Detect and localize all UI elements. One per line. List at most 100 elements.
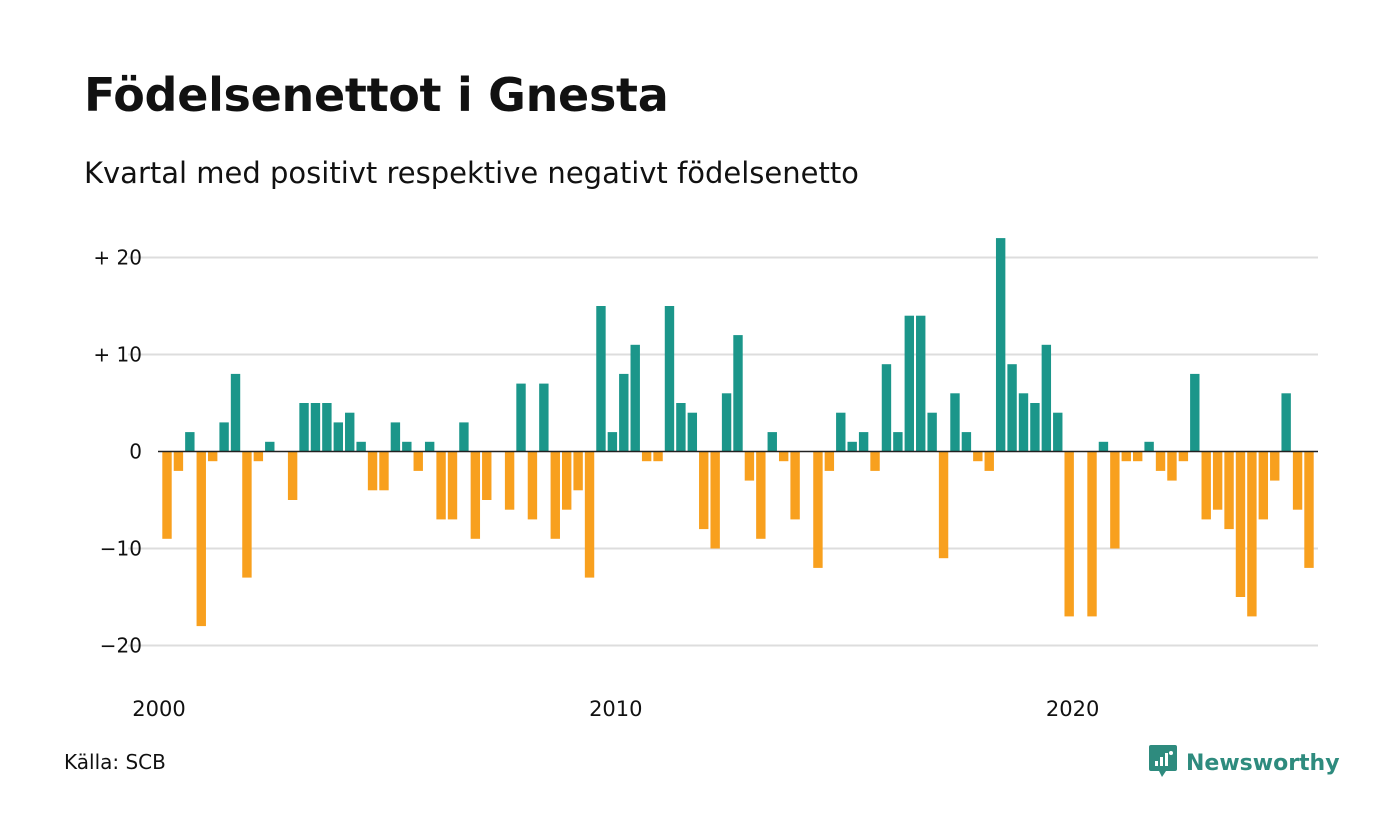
bar-negative (1304, 451, 1314, 568)
bar-positive (893, 432, 903, 452)
bar-positive (916, 315, 926, 452)
bar-negative (1235, 451, 1246, 597)
bar-positive (721, 393, 732, 452)
chart-subtitle: Kvartal med positivt respektive negativt… (84, 156, 859, 190)
bar-negative (253, 451, 264, 462)
bar-negative (242, 451, 252, 578)
bar-negative (504, 451, 515, 510)
bar-positive (1053, 412, 1063, 452)
bar-positive (1281, 393, 1291, 452)
bar-positive (687, 412, 698, 452)
bar-positive (961, 432, 972, 452)
bar-positive (630, 344, 640, 452)
bar-negative (1087, 451, 1097, 617)
bar-negative (413, 451, 423, 471)
bar-positive (185, 432, 195, 452)
bar-positive (1018, 393, 1029, 452)
bar-negative (436, 451, 446, 520)
y-tick-label: + 10 (93, 343, 142, 367)
bar-negative (778, 451, 789, 462)
bar-positive (299, 403, 309, 452)
bar-positive (596, 306, 606, 452)
bar-negative (1224, 451, 1234, 530)
x-tick-label: 2020 (1046, 697, 1099, 721)
bar-positive (950, 393, 960, 452)
bar-negative (1064, 451, 1074, 617)
bar-positive (310, 403, 321, 452)
bar-negative (162, 451, 172, 539)
bar-negative (1133, 451, 1143, 462)
bar-positive (733, 335, 743, 452)
y-tick-label: −20 (100, 634, 142, 658)
bar-negative (1155, 451, 1166, 471)
bar-positive (1098, 441, 1109, 452)
bar-negative (870, 451, 880, 471)
bar-negative (1121, 451, 1131, 462)
bar-negative (813, 451, 823, 568)
brand-name: Newsworthy (1186, 750, 1340, 776)
bar-positive (322, 403, 332, 452)
bar-negative (1167, 451, 1177, 481)
bar-positive (847, 441, 857, 452)
bar-negative (1292, 451, 1303, 510)
bar-negative (824, 451, 835, 471)
bar-negative (1212, 451, 1223, 510)
bar-negative (938, 451, 949, 559)
bar-negative (562, 451, 572, 510)
bar-negative (173, 451, 184, 471)
bar-positive (904, 315, 914, 452)
bar-positive (345, 412, 355, 452)
bar-positive (356, 441, 366, 452)
bar-positive (836, 412, 846, 452)
bar-negative (482, 451, 492, 500)
bar-positive (1190, 373, 1200, 452)
bar-positive (607, 432, 618, 452)
bar-positive (767, 432, 777, 452)
bar-negative (527, 451, 538, 520)
y-tick-label: + 20 (93, 246, 142, 270)
bar-positive (676, 403, 686, 452)
bar-negative (744, 451, 755, 481)
bar-positive (265, 441, 275, 452)
bar-positive (927, 412, 937, 452)
x-tick-label: 2000 (132, 697, 185, 721)
bar-positive (402, 441, 412, 452)
bar-negative (1270, 451, 1280, 481)
bar-negative (207, 451, 218, 462)
bar-negative (653, 451, 663, 462)
bar-positive (459, 422, 469, 452)
bar-negative (550, 451, 560, 539)
y-tick-label: −10 (100, 537, 142, 561)
bar-positive (516, 383, 526, 452)
bar-positive (219, 422, 229, 452)
newsworthy-logo-icon (1148, 744, 1178, 782)
bar-negative (1258, 451, 1269, 520)
bar-negative (973, 451, 983, 462)
y-tick-label: 0 (129, 440, 142, 464)
bar-positive (333, 422, 343, 452)
bar-positive (539, 383, 549, 452)
bar-negative (1110, 451, 1120, 549)
bar-negative (1247, 451, 1257, 617)
bar-negative (756, 451, 766, 539)
bar-positive (1007, 364, 1017, 452)
bar-positive (1030, 403, 1040, 452)
bar-positive (1144, 441, 1154, 452)
bar-positive (881, 364, 892, 452)
x-tick-label: 2010 (589, 697, 642, 721)
bar-negative (367, 451, 378, 491)
bar-positive (619, 373, 629, 452)
bar-negative (584, 451, 595, 578)
bar-negative (699, 451, 709, 530)
bar-negative (287, 451, 298, 500)
bar-positive (664, 306, 675, 452)
bar-negative (1178, 451, 1189, 462)
bar-negative (790, 451, 800, 520)
bar-positive (424, 441, 435, 452)
brand-logo[interactable]: Newsworthy (1148, 744, 1340, 782)
bar-negative (641, 451, 652, 462)
bar-negative (573, 451, 583, 491)
bar-negative (984, 451, 994, 471)
bar-negative (470, 451, 481, 539)
